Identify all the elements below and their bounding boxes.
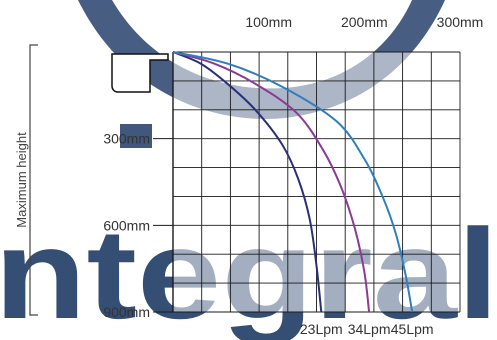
x-axis-ticks: 100mm 200mm 300mm bbox=[245, 14, 483, 30]
y-tick-label: 900mm bbox=[103, 304, 150, 320]
series-lines bbox=[172, 51, 414, 313]
series-line-23lpm bbox=[172, 51, 323, 313]
x-tick-label: 100mm bbox=[245, 14, 292, 30]
series-line-45lpm bbox=[172, 51, 414, 313]
x-tick-label: 300mm bbox=[437, 14, 484, 30]
y-tick-label: 600mm bbox=[103, 217, 150, 233]
y-axis-title: Maximum height bbox=[14, 132, 29, 228]
y-bracket bbox=[29, 44, 38, 316]
series-end-label: 34Lpm bbox=[348, 321, 391, 337]
series-end-labels: 23Lpm 34Lpm 45Lpm bbox=[300, 321, 434, 337]
series-end-label: 45Lpm bbox=[391, 321, 434, 337]
series-end-label: 23Lpm bbox=[300, 321, 343, 337]
watermark-bar bbox=[120, 124, 152, 148]
x-tick-label: 200mm bbox=[341, 14, 388, 30]
series-line-34lpm bbox=[172, 51, 371, 313]
y-tick-label: 300mm bbox=[103, 131, 150, 147]
tank-outline-icon bbox=[111, 53, 169, 93]
y-axis-ticks: 300mm 600mm 900mm bbox=[103, 131, 173, 320]
